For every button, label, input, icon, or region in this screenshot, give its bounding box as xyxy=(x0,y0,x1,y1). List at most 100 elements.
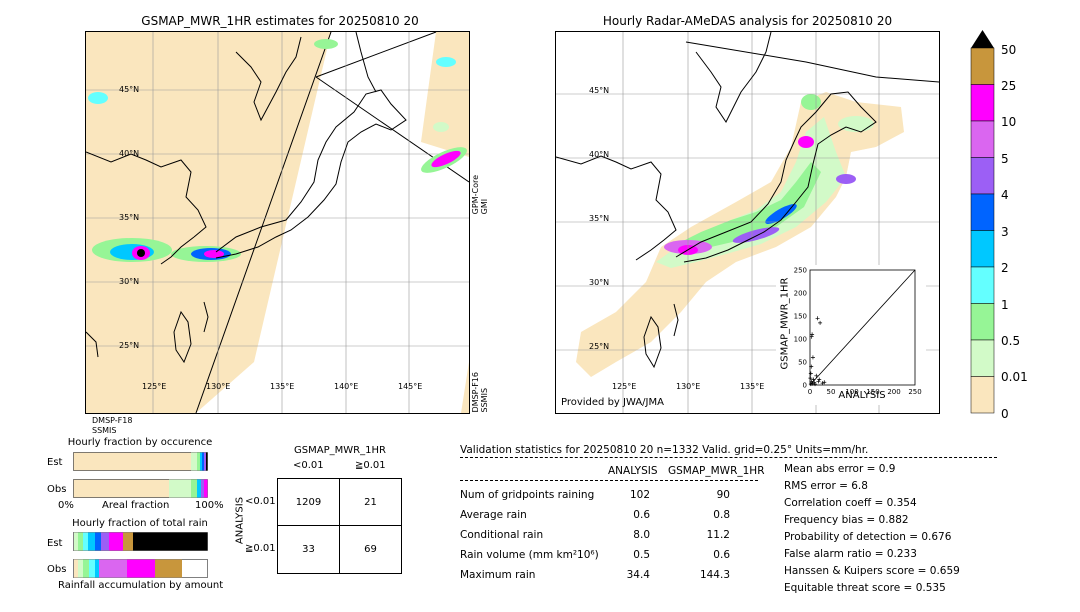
contingency-side-label: ANALYSIS xyxy=(234,496,246,545)
contingency-title: GSMAP_MWR_1HR xyxy=(294,445,386,456)
scatter-point xyxy=(811,377,816,382)
colorbar-label: 50 xyxy=(1001,43,1017,57)
total-rain-footer: Rainfall accumulation by amount xyxy=(58,580,224,591)
stat-row-analysis: 0.6 xyxy=(633,509,650,521)
occurrence-title: Hourly fraction by occurence xyxy=(67,437,213,448)
stat-row-label: Rain volume (mm km²10⁶) xyxy=(460,549,599,561)
score-line: Mean abs error = 0.9 xyxy=(784,463,896,475)
contingency-row-label: <0.01 xyxy=(245,496,276,507)
stat-row-gsmap: 11.2 xyxy=(706,529,730,541)
colorbar-segment xyxy=(970,230,995,268)
colorbar-segment xyxy=(970,193,995,231)
scatter-point xyxy=(808,371,813,376)
left-lat-label: 30°N xyxy=(119,277,140,286)
stat-row-analysis: 102 xyxy=(629,489,650,501)
left-lat-label: 45°N xyxy=(119,85,140,94)
colorbar-extend-arrow xyxy=(971,30,994,48)
stat-row-gsmap: 90 xyxy=(716,489,730,501)
left-map-sensor-top: GPM-Core GMI xyxy=(471,175,489,215)
occurrence-bars xyxy=(73,452,208,498)
colorbar-segment xyxy=(970,376,995,414)
colorbar-label: 4 xyxy=(1001,188,1009,202)
validation-col-divider xyxy=(460,480,758,481)
scatter-point xyxy=(810,332,815,337)
right-map-title: Hourly Radar-AMeDAS analysis for 2025081… xyxy=(602,14,893,28)
stat-row-gsmap: 0.6 xyxy=(713,549,730,561)
right-map-canvas xyxy=(556,32,939,413)
colorbar-segment xyxy=(970,266,995,304)
score-line: Correlation coeff = 0.354 xyxy=(784,497,917,509)
left-lon-label: 145°E xyxy=(398,382,423,391)
total-rain-bars xyxy=(73,532,208,578)
scatter-xlabel: ANALYSIS xyxy=(838,390,886,401)
scatter-ytick: 50 xyxy=(798,359,807,367)
scatter-xtick: 250 xyxy=(908,388,921,396)
validation-col-analysis: ANALYSIS xyxy=(608,465,658,477)
right-lat-label: 25°N xyxy=(589,342,610,351)
left-map-sensor-below: DMSP-F18 SSMIS xyxy=(92,416,133,435)
left-lat-label: 25°N xyxy=(119,341,140,350)
contingency-row-label: ≧0.01 xyxy=(245,543,276,554)
colorbar xyxy=(970,30,995,414)
colorbar-segment xyxy=(970,303,995,341)
scatter-point xyxy=(822,380,827,385)
left-map: 45°N 40°N 35°N 30°N 25°N 125°E 130°E 135… xyxy=(85,31,470,414)
scatter-xtick: 200 xyxy=(887,388,900,396)
scatter-xtick: 150 xyxy=(866,388,879,396)
stat-row-analysis: 34.4 xyxy=(626,569,650,581)
colorbar-label: 25 xyxy=(1001,79,1017,93)
left-map-title: GSMAP_MWR_1HR estimates for 20250810 20 xyxy=(141,14,419,28)
colorbar-label: 0 xyxy=(1001,407,1009,421)
right-lat-label: 30°N xyxy=(589,278,610,287)
scatter-ytick: 100 xyxy=(794,336,807,344)
scatter-point xyxy=(810,355,815,360)
scatter-point xyxy=(809,364,814,369)
colorbar-segment xyxy=(970,339,995,377)
stat-row-label: Conditional rain xyxy=(460,529,544,541)
score-line: False alarm ratio = 0.233 xyxy=(784,548,917,560)
colorbar-label: 3 xyxy=(1001,225,1009,239)
total-rain-est-label: Est xyxy=(47,538,63,549)
occurrence-axis-right: 100% xyxy=(195,500,224,511)
scatter-point xyxy=(814,373,819,378)
left-lat-label: 35°N xyxy=(119,213,140,222)
left-map-sensor-bottom: DMSP-F16 SSMIS xyxy=(471,372,489,413)
contingency-col-label: <0.01 xyxy=(293,460,324,471)
scatter-xtick: 0 xyxy=(808,388,812,396)
scatter-diagonal xyxy=(809,269,916,386)
colorbar-label: 0.01 xyxy=(1001,370,1028,384)
contingency-grid: 1209 21 33 69 xyxy=(277,478,402,574)
stat-row-label: Average rain xyxy=(460,509,527,521)
total-rain-title: Hourly fraction of total rain xyxy=(72,518,208,529)
colorbar-label: 1 xyxy=(1001,298,1009,312)
stat-row-gsmap: 144.3 xyxy=(699,569,730,581)
contingency-cell: 1209 xyxy=(295,497,322,508)
stat-row-gsmap: 0.8 xyxy=(713,509,730,521)
scatter-point xyxy=(808,376,813,381)
stat-row-label: Num of gridpoints raining xyxy=(460,489,595,501)
colorbar-segment xyxy=(970,120,995,158)
score-line: Probability of detection = 0.676 xyxy=(784,531,952,543)
validation-col-gsmap: GSMAP_MWR_1HR xyxy=(668,465,765,477)
right-lat-label: 45°N xyxy=(589,86,610,95)
scatter-point xyxy=(817,377,822,382)
validation-header: Validation statistics for 20250810 20 n=… xyxy=(460,444,869,456)
occurrence-est-label: Est xyxy=(47,457,63,468)
scatter-point xyxy=(816,379,821,384)
scatter-xtick: 50 xyxy=(827,388,836,396)
colorbar-segment xyxy=(970,84,995,122)
occurrence-axis-left: 0% xyxy=(58,500,74,511)
colorbar-segment xyxy=(970,157,995,195)
scatter-ytick: 150 xyxy=(794,313,807,321)
score-line: RMS error = 6.8 xyxy=(784,480,868,492)
left-lon-label: 130°E xyxy=(206,382,231,391)
contingency-cell: 69 xyxy=(364,544,377,555)
occurrence-axis-mid: Areal fraction xyxy=(102,500,170,511)
scatter-point xyxy=(813,382,818,387)
left-lon-label: 140°E xyxy=(334,382,359,391)
stat-row-label: Maximum rain xyxy=(460,569,536,581)
stat-row-analysis: 0.5 xyxy=(633,549,650,561)
scatter-ytick: 0 xyxy=(803,382,807,390)
contingency-cell: 33 xyxy=(302,544,315,555)
occurrence-obs-label: Obs xyxy=(47,484,67,495)
